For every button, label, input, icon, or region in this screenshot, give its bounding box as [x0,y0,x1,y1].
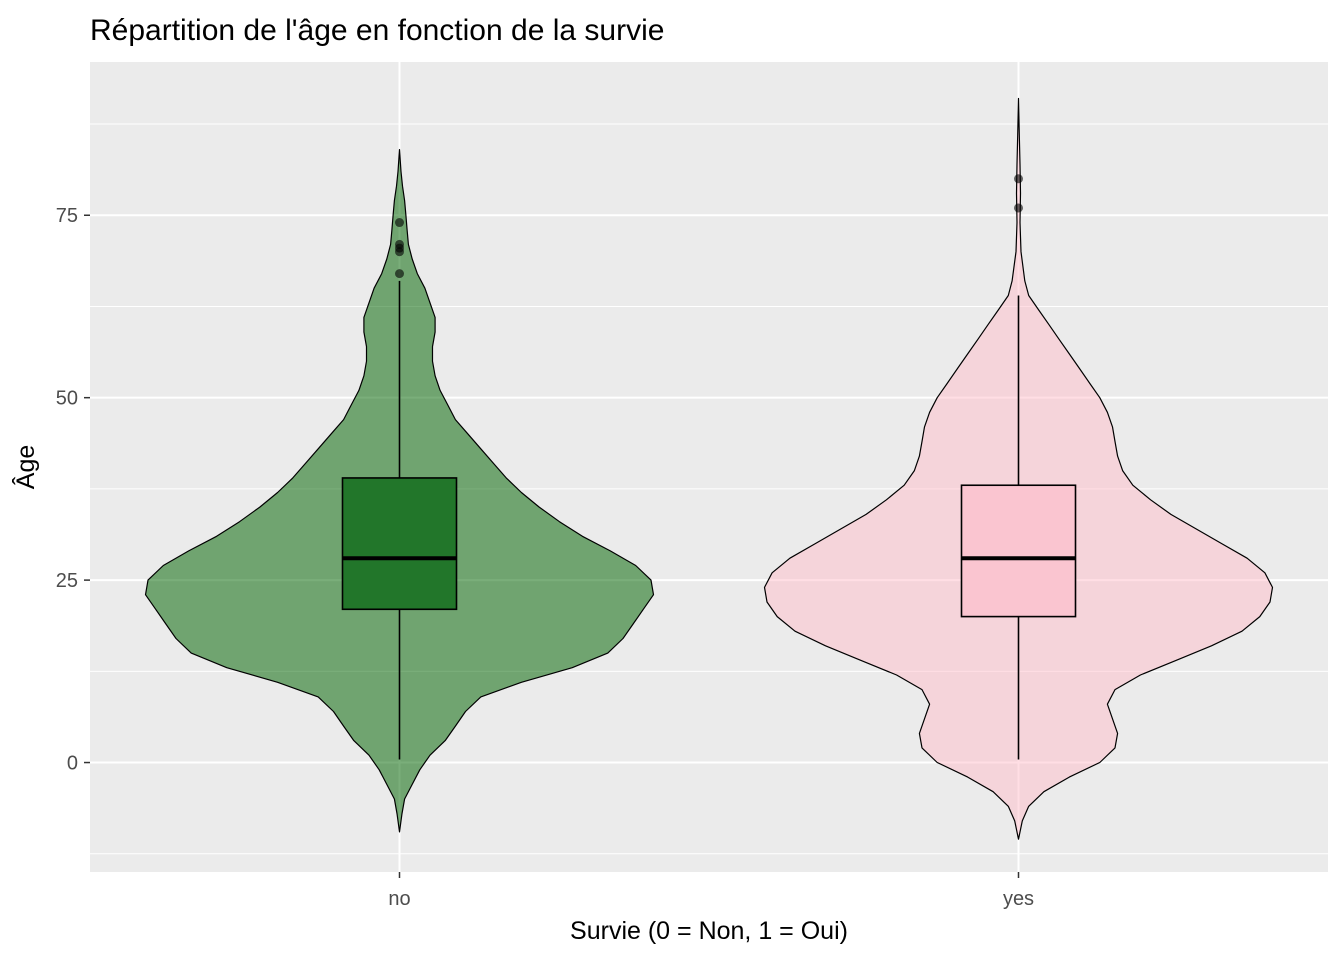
x-tick-label: no [388,888,410,910]
boxplots [341,174,1077,760]
outlier-point [395,218,404,228]
y-tick-label: 25 [56,570,78,592]
chart-title: Répartition de l'âge en fonction de la s… [90,14,664,47]
box-no [341,477,458,611]
outlier-point [1014,174,1023,184]
outlier-point [1014,203,1023,213]
y-tick-label: 75 [56,205,78,227]
x-axis: no yes [388,872,1034,910]
y-tick-label: 0 [67,753,78,775]
panel-background [90,62,1328,872]
outlier-point [395,239,404,249]
y-tick-label: 50 [56,388,78,410]
outlier-point [395,269,404,279]
y-axis-title: Âge [11,445,40,489]
x-axis-title: Survie (0 = Non, 1 = Oui) [570,917,848,945]
box-yes [960,484,1077,618]
x-tick-label: yes [1003,888,1034,910]
y-axis: 0 25 50 75 [56,205,90,775]
